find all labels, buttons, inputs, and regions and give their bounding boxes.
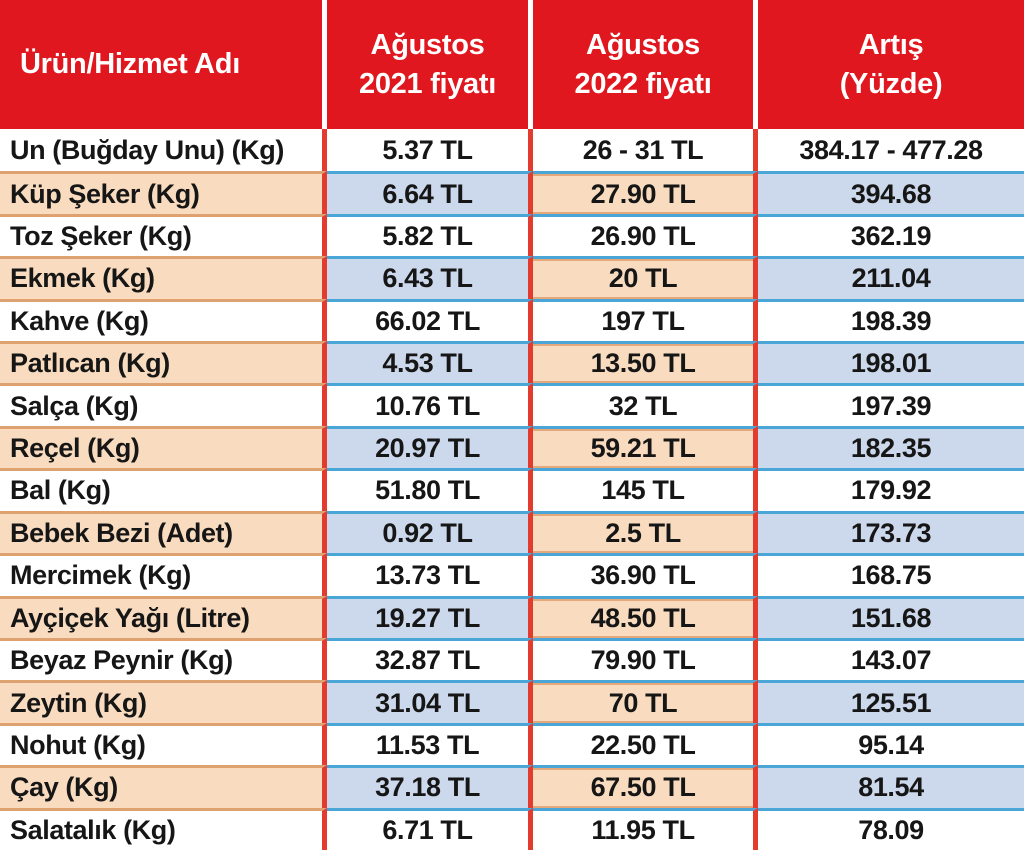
price-2022-cell: 2.5 TL xyxy=(533,510,758,554)
product-name-cell: Salatalık (Kg) xyxy=(0,807,327,850)
price-2021-cell: 37.18 TL xyxy=(327,765,533,808)
header-2022-line2: 2022 fiyatı xyxy=(574,67,712,100)
price-2021-cell: 32.87 TL xyxy=(327,637,533,681)
price-2022-cell: 36.90 TL xyxy=(533,553,758,596)
price-2021-cell: 11.53 TL xyxy=(327,722,533,766)
product-name-cell: Çay (Kg) xyxy=(0,765,327,808)
header-2021-line1: Ağustos xyxy=(370,28,485,61)
price-2022-cell: 27.90 TL xyxy=(533,171,758,214)
increase-percent-cell: 143.07 xyxy=(758,637,1024,681)
price-2021-cell: 6.43 TL xyxy=(327,256,533,299)
increase-percent-cell: 95.14 xyxy=(758,722,1024,766)
increase-percent-cell: 197.39 xyxy=(758,383,1024,426)
product-name-cell: Ayçiçek Yağı (Litre) xyxy=(0,595,327,638)
increase-percent-cell: 211.04 xyxy=(758,256,1024,299)
increase-percent-cell: 125.51 xyxy=(758,680,1024,723)
price-2022-cell: 67.50 TL xyxy=(533,765,758,808)
product-name-cell: Küp Şeker (Kg) xyxy=(0,171,327,214)
header-product-column: Ürün/Hizmet Adı xyxy=(0,0,327,129)
price-2021-cell: 31.04 TL xyxy=(327,680,533,723)
increase-percent-cell: 362.19 xyxy=(758,213,1024,257)
price-2022-cell: 20 TL xyxy=(533,256,758,299)
increase-percent-cell: 78.09 xyxy=(758,807,1024,850)
price-2022-cell: 70 TL xyxy=(533,680,758,723)
product-name-cell: Toz Şeker (Kg) xyxy=(0,213,327,257)
increase-percent-cell: 173.73 xyxy=(758,510,1024,554)
product-name-cell: Bebek Bezi (Adet) xyxy=(0,510,327,554)
price-2021-cell: 13.73 TL xyxy=(327,553,533,596)
increase-percent-cell: 394.68 xyxy=(758,171,1024,214)
header-2022-price-column: Ağustos 2022 fiyatı xyxy=(533,0,758,129)
increase-percent-cell: 151.68 xyxy=(758,595,1024,638)
product-name-cell: Patlıcan (Kg) xyxy=(0,341,327,384)
product-name-cell: Bal (Kg) xyxy=(0,468,327,511)
header-increase-line2: (Yüzde) xyxy=(839,67,943,100)
price-2021-cell: 20.97 TL xyxy=(327,425,533,469)
product-name-cell: Mercimek (Kg) xyxy=(0,553,327,596)
price-2022-cell: 59.21 TL xyxy=(533,425,758,469)
price-2021-cell: 10.76 TL xyxy=(327,383,533,426)
header-2022-line1: Ağustos xyxy=(586,28,700,61)
increase-percent-cell: 198.01 xyxy=(758,341,1024,384)
price-2022-cell: 197 TL xyxy=(533,298,758,342)
price-2022-cell: 32 TL xyxy=(533,383,758,426)
product-name-cell: Reçel (Kg) xyxy=(0,425,327,469)
price-2022-cell: 48.50 TL xyxy=(533,595,758,638)
price-2021-cell: 6.71 TL xyxy=(327,807,533,850)
price-2021-cell: 19.27 TL xyxy=(327,595,533,638)
product-name-cell: Un (Buğday Unu) (Kg) xyxy=(0,129,327,172)
product-name-cell: Beyaz Peynir (Kg) xyxy=(0,637,327,681)
header-2021-line2: 2021 fiyatı xyxy=(359,67,496,100)
increase-percent-cell: 198.39 xyxy=(758,298,1024,342)
header-increase-column: Artış (Yüzde) xyxy=(758,0,1024,129)
price-2022-cell: 22.50 TL xyxy=(533,722,758,766)
increase-percent-cell: 179.92 xyxy=(758,468,1024,511)
increase-percent-cell: 168.75 xyxy=(758,553,1024,596)
price-2021-cell: 5.82 TL xyxy=(327,213,533,257)
product-name-cell: Kahve (Kg) xyxy=(0,298,327,342)
price-2022-cell: 13.50 TL xyxy=(533,341,758,384)
header-2021-price-column: Ağustos 2021 fiyatı xyxy=(327,0,533,129)
increase-percent-cell: 384.17 - 477.28 xyxy=(758,129,1024,172)
increase-percent-cell: 81.54 xyxy=(758,765,1024,808)
header-increase-line1: Artış xyxy=(858,28,924,61)
price-2021-cell: 0.92 TL xyxy=(327,510,533,554)
price-2022-cell: 145 TL xyxy=(533,468,758,511)
product-name-cell: Nohut (Kg) xyxy=(0,722,327,766)
price-2022-cell: 26.90 TL xyxy=(533,213,758,257)
price-2021-cell: 6.64 TL xyxy=(327,171,533,214)
price-2022-cell: 79.90 TL xyxy=(533,637,758,681)
product-name-cell: Salça (Kg) xyxy=(0,383,327,426)
header-product-label: Ürün/Hizmet Adı xyxy=(20,48,240,80)
price-2021-cell: 4.53 TL xyxy=(327,341,533,384)
price-2021-cell: 66.02 TL xyxy=(327,298,533,342)
price-2022-cell: 11.95 TL xyxy=(533,807,758,850)
increase-percent-cell: 182.35 xyxy=(758,425,1024,469)
price-2022-cell: 26 - 31 TL xyxy=(533,129,758,172)
price-2021-cell: 5.37 TL xyxy=(327,129,533,172)
price-2021-cell: 51.80 TL xyxy=(327,468,533,511)
product-name-cell: Zeytin (Kg) xyxy=(0,680,327,723)
product-name-cell: Ekmek (Kg) xyxy=(0,256,327,299)
